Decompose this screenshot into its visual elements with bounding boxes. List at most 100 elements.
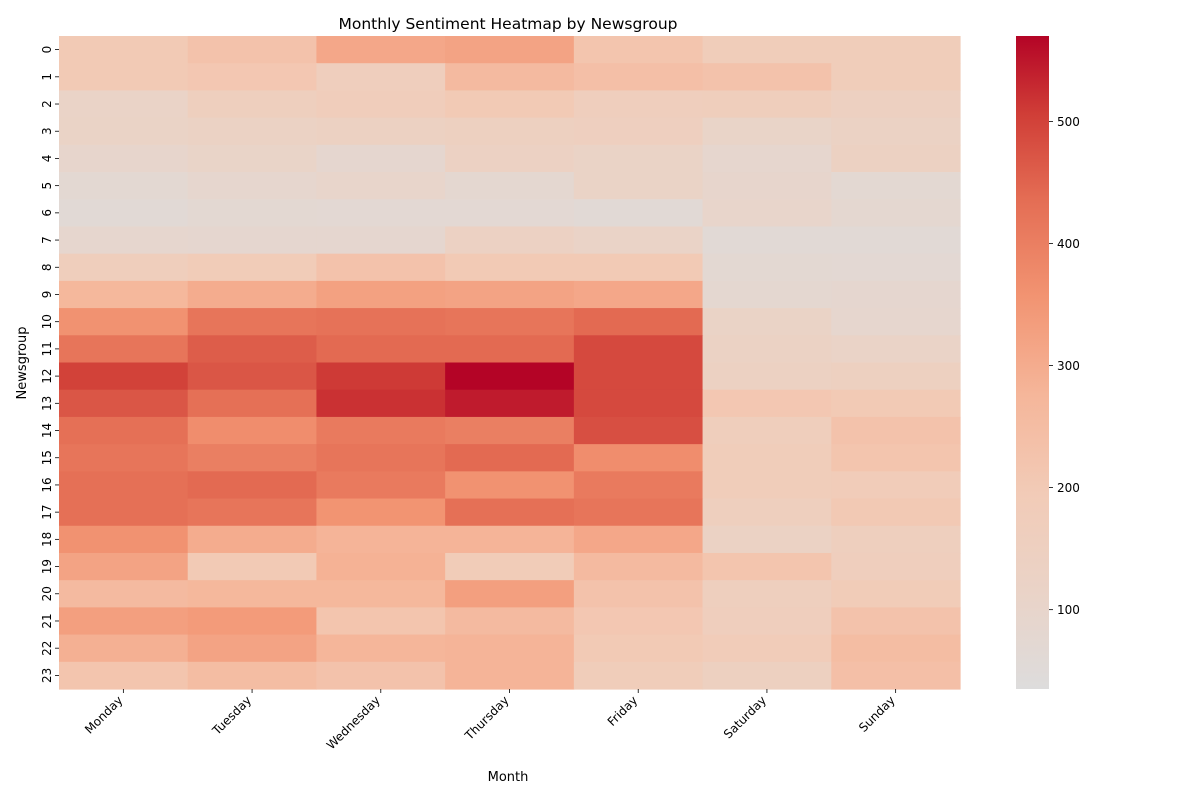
heatmap-cell: [316, 471, 446, 500]
heatmap-cell: [316, 280, 446, 309]
heatmap-cell: [831, 580, 961, 608]
heatmap-cell: [831, 199, 961, 228]
heatmap-cell: [445, 552, 575, 581]
heatmap-cell: [316, 36, 446, 64]
heatmap-cell: [445, 144, 575, 173]
y-tick-label: 6: [40, 209, 54, 217]
heatmap-cell: [59, 444, 189, 472]
heatmap-cell: [316, 63, 446, 92]
y-tick-label: 5: [40, 182, 54, 190]
heatmap-cell: [831, 144, 961, 173]
heatmap-cell: [187, 580, 318, 608]
x-tick-label: Friday: [605, 693, 641, 729]
heatmap-cell: [316, 389, 446, 418]
heatmap-cell: [187, 498, 318, 527]
heatmap-cell: [445, 607, 575, 636]
y-tick-label: 4: [40, 155, 54, 163]
y-tick-label: 16: [40, 477, 54, 492]
heatmap-cell: [316, 117, 446, 146]
y-axis-label: Newsgroup: [15, 327, 30, 400]
heatmap-cell: [187, 607, 318, 636]
heatmap-cell: [187, 144, 318, 173]
heatmap-cell: [59, 253, 189, 282]
heatmap-cell: [316, 308, 446, 336]
y-tick-label: 20: [40, 586, 54, 601]
colorbar-tick-label: 500: [1057, 115, 1080, 129]
heatmap-cell: [316, 416, 446, 445]
heatmap-cell: [702, 444, 832, 472]
heatmap-cell: [316, 580, 446, 608]
colorbar-tick-label: 300: [1057, 359, 1080, 373]
heatmap-cell: [59, 389, 189, 418]
heatmap-cell: [187, 280, 318, 309]
heatmap-cell: [573, 172, 704, 200]
y-tick-label: 8: [40, 263, 54, 271]
heatmap-cell: [573, 63, 704, 92]
heatmap-cell: [445, 226, 575, 255]
heatmap-cell: [187, 471, 318, 500]
heatmap-cell: [316, 498, 446, 527]
heatmap-cell: [702, 144, 832, 173]
heatmap-cell: [702, 280, 832, 309]
heatmap-cell: [573, 607, 704, 636]
heatmap-cell: [316, 253, 446, 282]
heatmap-cell: [573, 253, 704, 282]
heatmap-cell: [187, 362, 318, 391]
y-tick-label: 21: [40, 613, 54, 628]
heatmap-cell: [831, 471, 961, 500]
heatmap-cell: [316, 172, 446, 200]
heatmap-cell: [573, 661, 704, 690]
heatmap-cell: [445, 498, 575, 527]
heatmap-cell: [445, 172, 575, 200]
heatmap-cell: [831, 444, 961, 472]
heatmap-cell: [316, 90, 446, 119]
heatmap-cell: [445, 63, 575, 92]
heatmap-cell: [831, 416, 961, 445]
heatmap-cell: [831, 226, 961, 255]
heatmap-cell: [316, 199, 446, 228]
colorbar-tick-label: 100: [1057, 603, 1080, 617]
heatmap-cell: [573, 280, 704, 309]
x-tick-label: Sunday: [856, 693, 898, 735]
heatmap-cell: [831, 661, 961, 690]
heatmap-cell: [187, 253, 318, 282]
heatmap-cell: [59, 498, 189, 527]
heatmap-cell: [702, 36, 832, 64]
heatmap-cell: [573, 335, 704, 364]
heatmap-cell: [445, 36, 575, 64]
heatmap-cell: [702, 552, 832, 581]
heatmap-cell: [187, 389, 318, 418]
colorbar-tick-label: 400: [1057, 237, 1080, 251]
heatmap-cell: [59, 117, 189, 146]
heatmap-cell: [831, 498, 961, 527]
heatmap-cell: [316, 226, 446, 255]
heatmap-cell: [831, 335, 961, 364]
heatmap-cell: [831, 36, 961, 64]
heatmap-cell: [187, 226, 318, 255]
heatmap-cell: [573, 471, 704, 500]
heatmap-cell: [573, 308, 704, 336]
heatmap-cell: [316, 607, 446, 636]
heatmap-cell: [187, 416, 318, 445]
heatmap-cell: [187, 63, 318, 92]
heatmap-cell: [831, 362, 961, 391]
y-tick-label: 23: [40, 668, 54, 683]
heatmap-cell: [187, 634, 318, 663]
y-tick-label: 14: [40, 423, 54, 438]
heatmap-cell: [573, 117, 704, 146]
heatmap-cell: [59, 661, 189, 690]
heatmap-cell: [445, 280, 575, 309]
y-tick-label: 10: [40, 314, 54, 329]
heatmap-cell: [445, 199, 575, 228]
heatmap-cell: [445, 117, 575, 146]
heatmap-cell: [187, 90, 318, 119]
heatmap-cell: [316, 362, 446, 391]
heatmap-cell: [702, 199, 832, 228]
heatmap-cell: [187, 335, 318, 364]
y-tick-label: 2: [40, 100, 54, 108]
colorbar-gradient: [1016, 36, 1049, 689]
heatmap-cell: [445, 444, 575, 472]
heatmap-cell: [59, 90, 189, 119]
